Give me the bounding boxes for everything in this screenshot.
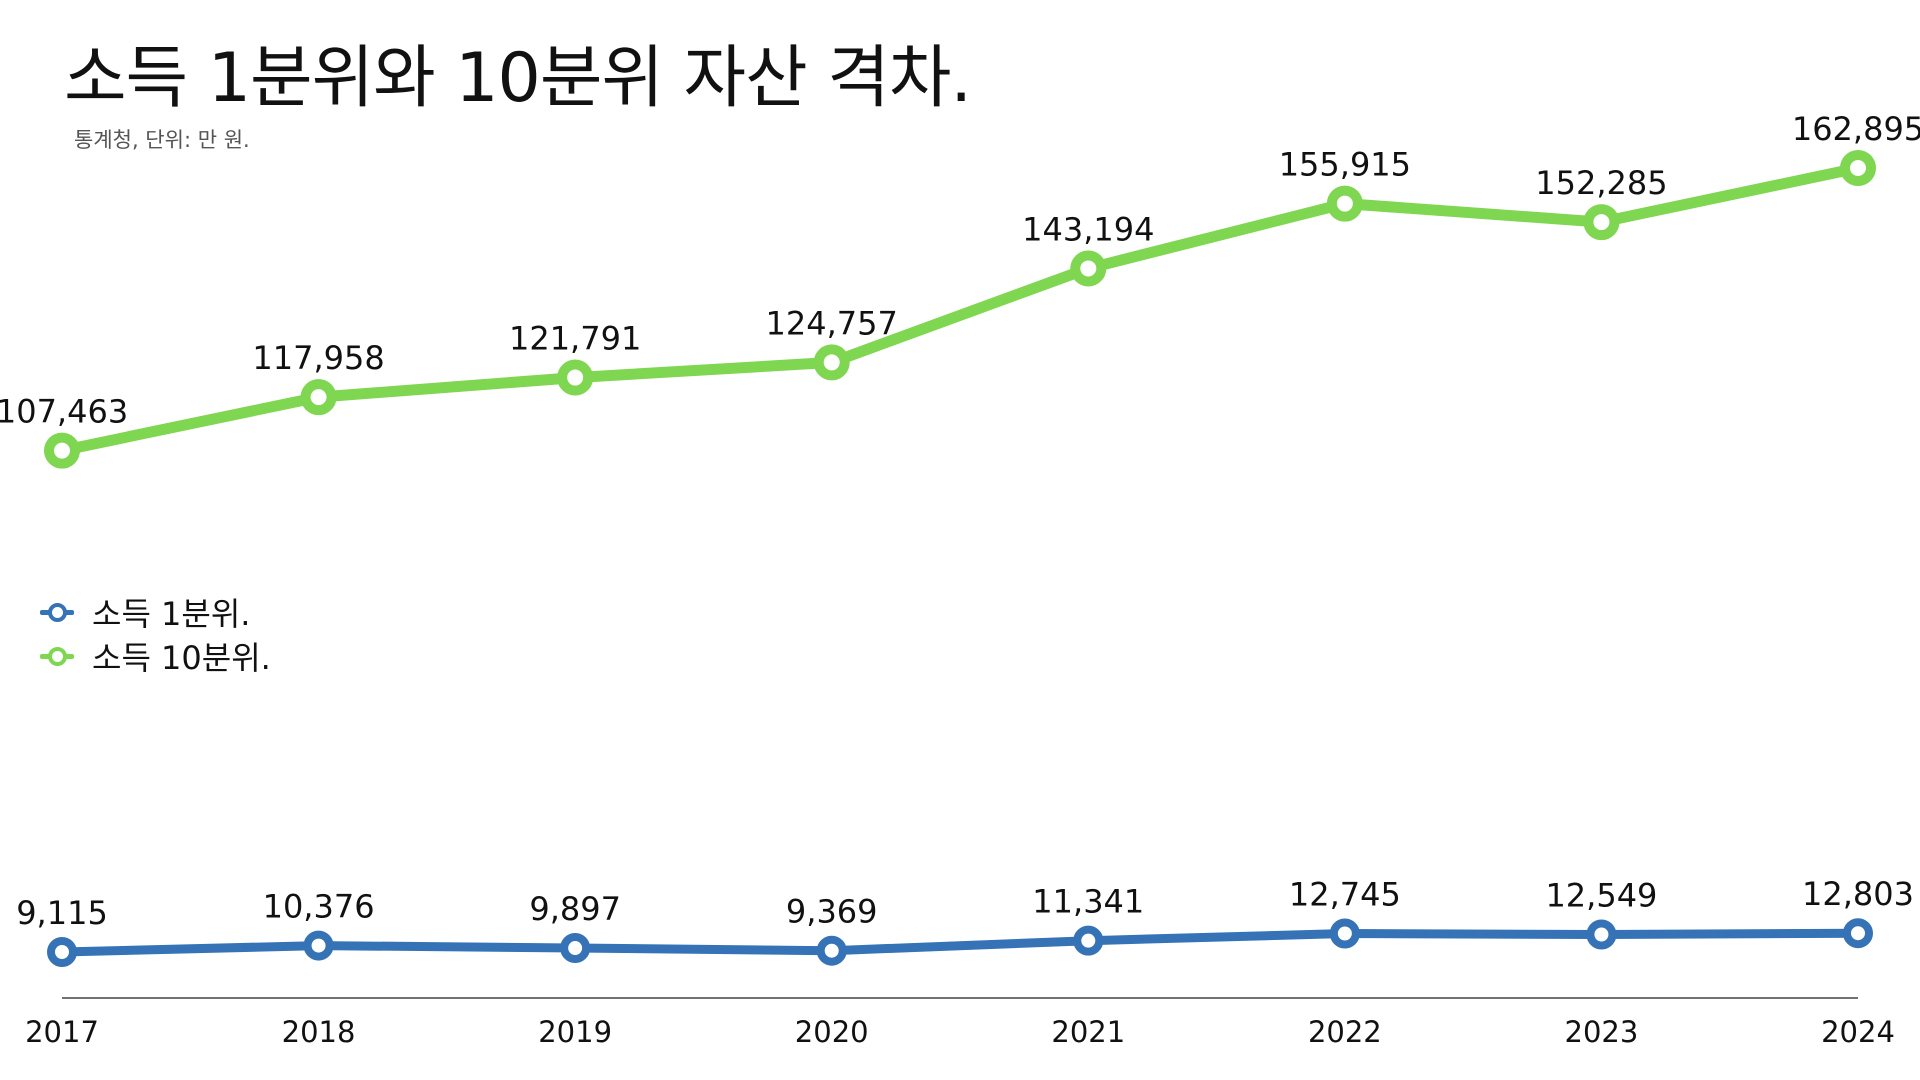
legend: 소득 1분위. 소득 10분위.	[40, 590, 271, 678]
data-point-q1-2024[interactable]	[1843, 918, 1873, 949]
x-tick-label-2018: 2018	[282, 1015, 356, 1049]
data-point-q1-2017[interactable]	[47, 937, 77, 967]
legend-item-q10[interactable]: 소득 10분위.	[40, 634, 271, 678]
x-tick-label-2022: 2022	[1308, 1015, 1382, 1049]
data-point-q1-2023[interactable]	[1586, 919, 1617, 950]
x-tick-label-2021: 2021	[1051, 1015, 1125, 1049]
data-point-q10-2023[interactable]	[1583, 204, 1620, 241]
data-label-q10-2023: 152,285	[1535, 164, 1667, 202]
data-label-q1-2024: 12,803	[1802, 875, 1914, 913]
data-point-q10-2024[interactable]	[1840, 150, 1876, 186]
data-label-q10-2024: 162,895	[1792, 110, 1920, 148]
data-point-q10-2020[interactable]	[813, 344, 850, 381]
data-label-q10-2018: 117,958	[252, 339, 384, 377]
legend-label-q10: 소득 10분위.	[92, 639, 271, 677]
data-label-q10-2019: 121,791	[509, 320, 641, 358]
x-tick-layer: 2017 2018 2019 2020 2021 2022 2023 2024	[25, 1015, 1895, 1049]
data-point-q1-2021[interactable]	[1073, 925, 1104, 956]
chart-title: 소득 1분위와 10분위 자산 격차.	[64, 39, 972, 118]
data-point-q10-2018[interactable]	[300, 379, 337, 416]
data-point-q1-2018[interactable]	[303, 930, 334, 961]
series-layer	[44, 150, 1876, 967]
legend-marker-q1-icon	[40, 602, 74, 622]
data-label-q10-2021: 143,194	[1022, 210, 1154, 248]
data-label-q10-2017: 107,463	[0, 393, 128, 431]
data-label-q1-2019: 9,897	[529, 890, 621, 928]
x-tick-label-2023: 2023	[1565, 1015, 1639, 1049]
x-tick-label-2020: 2020	[795, 1015, 869, 1049]
point-label-layer: 9,115 10,376 9,897 9,369 11,341 12,745 12,549 1…	[0, 110, 1920, 932]
data-point-q10-2022[interactable]	[1326, 185, 1363, 222]
data-label-q1-2017: 9,115	[16, 894, 108, 932]
x-tick-label-2017: 2017	[25, 1015, 99, 1049]
data-point-q1-2022[interactable]	[1329, 918, 1360, 949]
legend-label-q1: 소득 1분위.	[92, 595, 251, 633]
chart-subtitle: 통계청, 단위: 만 원.	[74, 128, 250, 152]
x-tick-label-2024: 2024	[1821, 1015, 1895, 1049]
data-label-q1-2020: 9,369	[786, 893, 878, 931]
x-tick-label-2019: 2019	[538, 1015, 612, 1049]
series-line-q1	[57, 928, 1863, 957]
data-point-q1-2019[interactable]	[560, 933, 591, 964]
legend-item-q1[interactable]: 소득 1분위.	[40, 590, 271, 634]
data-label-q1-2022: 12,745	[1289, 875, 1401, 913]
data-point-q1-2020[interactable]	[816, 935, 847, 966]
data-point-q10-2019[interactable]	[557, 359, 594, 396]
data-label-q1-2023: 12,549	[1545, 876, 1657, 914]
legend-marker-q10-icon	[40, 646, 74, 666]
data-label-q1-2018: 10,376	[263, 888, 375, 926]
series-line-q10	[56, 162, 1864, 457]
data-label-q1-2021: 11,341	[1032, 883, 1144, 921]
data-point-q10-2021[interactable]	[1070, 250, 1107, 287]
data-label-q10-2022: 155,915	[1279, 146, 1411, 184]
data-point-q10-2017[interactable]	[44, 432, 80, 469]
data-label-q10-2020: 124,757	[766, 304, 898, 342]
